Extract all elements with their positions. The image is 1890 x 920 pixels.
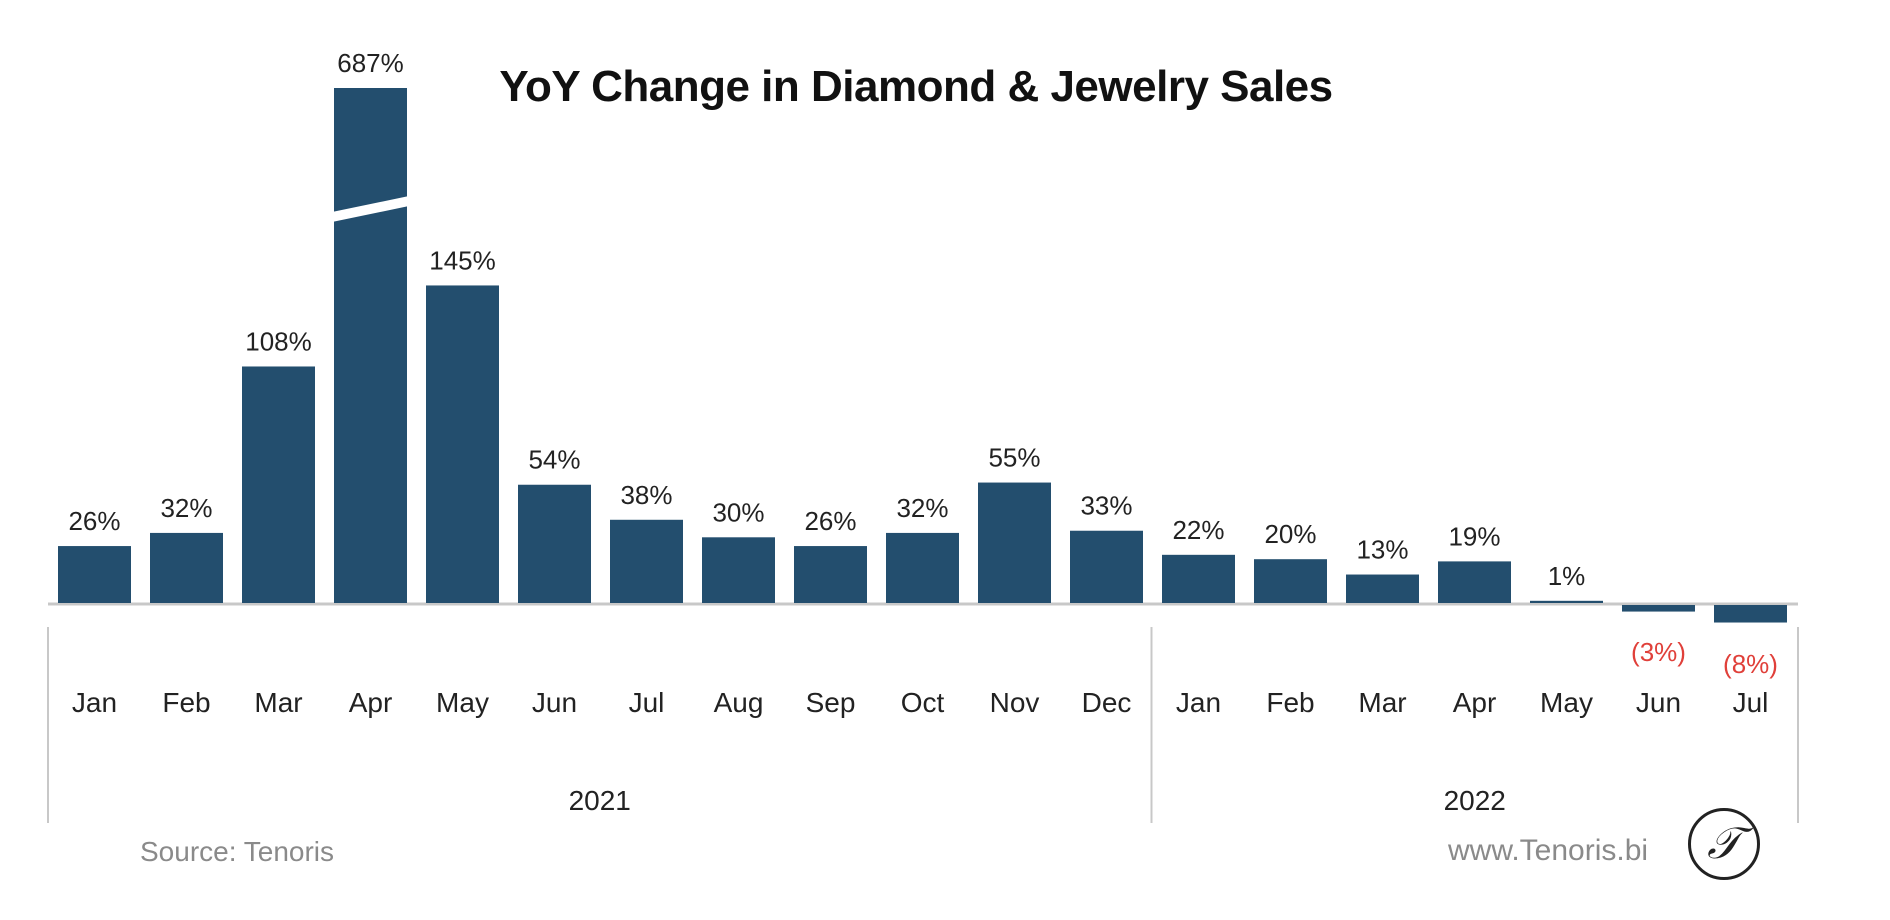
x-tick-label: Feb (162, 687, 210, 718)
bar-may-4 (426, 285, 499, 603)
data-label: 108% (245, 326, 312, 356)
axis-break-mark (332, 196, 409, 222)
bar-feb-1 (150, 532, 223, 603)
x-tick-label: Mar (1358, 687, 1406, 718)
data-label: 13% (1356, 535, 1408, 565)
data-label: 19% (1448, 521, 1500, 551)
x-tick-label: Jun (532, 687, 577, 718)
bar-sep-8 (794, 546, 867, 603)
bar-feb-13 (1254, 559, 1327, 603)
x-tick-label: Jul (629, 687, 665, 718)
data-label: (8%) (1723, 649, 1778, 679)
data-label: 26% (68, 506, 120, 536)
bar-apr-15 (1438, 561, 1511, 603)
x-tick-label: Jun (1636, 687, 1681, 718)
x-tick-label: Nov (990, 687, 1040, 718)
website-link[interactable]: www.Tenoris.bi (1448, 834, 1649, 867)
x-tick-label: Dec (1082, 687, 1132, 718)
bar-dec-11 (1070, 530, 1143, 603)
bar-mar-14 (1346, 574, 1419, 603)
data-label: 20% (1264, 519, 1316, 549)
chart-title: YoY Change in Diamond & Jewelry Sales (499, 62, 1333, 111)
year-group-label: 2021 (569, 785, 631, 816)
x-tick-label: Sep (806, 687, 856, 718)
year-group-label: 2022 (1444, 785, 1506, 816)
x-tick-label: Oct (901, 687, 945, 718)
bar-jul-6 (610, 519, 683, 603)
bar-mar-2 (242, 366, 315, 603)
data-label: 30% (712, 497, 764, 527)
x-tick-label: Apr (349, 687, 393, 718)
data-label: 33% (1080, 491, 1132, 521)
x-tick-label: Jan (72, 687, 117, 718)
x-tick-label: Apr (1453, 687, 1497, 718)
source-note: Source: Tenoris (140, 836, 335, 867)
bar-jul-18 (1714, 605, 1787, 623)
data-label: 26% (804, 506, 856, 536)
x-tick-label: Jul (1733, 687, 1769, 718)
data-label: 22% (1172, 515, 1224, 545)
data-label: 55% (988, 443, 1040, 473)
x-tick-label: May (1540, 687, 1593, 718)
data-label: 1% (1548, 561, 1586, 591)
data-label: 145% (429, 245, 496, 275)
x-tick-label: Feb (1266, 687, 1314, 718)
x-tick-label: Jan (1176, 687, 1221, 718)
bar-jun-5 (518, 484, 591, 603)
bar-jan-0 (58, 546, 131, 603)
bar-aug-7 (702, 537, 775, 603)
data-label: 38% (620, 480, 672, 510)
x-tick-label: May (436, 687, 489, 718)
x-tick-label: Mar (254, 687, 302, 718)
data-label: 32% (160, 493, 212, 523)
bar-jun-17 (1622, 605, 1695, 612)
x-tick-label: Aug (714, 687, 764, 718)
bar-oct-9 (886, 532, 959, 603)
bar-may-16 (1530, 600, 1603, 603)
data-label: 54% (528, 445, 580, 475)
bar-nov-10 (978, 482, 1051, 603)
data-label: 32% (896, 493, 948, 523)
data-label: (3%) (1631, 637, 1686, 667)
data-label: 687% (337, 48, 404, 78)
bar-jan-12 (1162, 554, 1235, 603)
tenoris-logo: 𝒯 (1688, 808, 1760, 880)
bar-apr-3 (334, 88, 407, 603)
